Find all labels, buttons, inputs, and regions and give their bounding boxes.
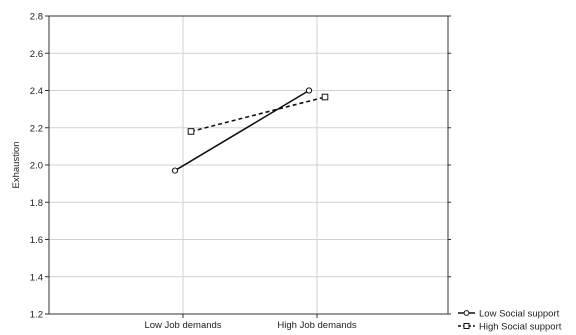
x-tick-label: Low Job demands <box>144 320 221 331</box>
legend-label: Low Social support <box>479 309 560 320</box>
y-tick-label: 2.0 <box>30 161 43 172</box>
y-tick-label: 1.4 <box>30 272 43 283</box>
y-tick-label: 1.8 <box>30 198 43 209</box>
y-axis-title: Exhaustion <box>11 141 22 188</box>
data-point-marker <box>305 87 313 94</box>
y-tick-label: 2.8 <box>30 12 43 23</box>
y-tick-label: 1.2 <box>30 310 43 321</box>
series-line-high-social-support <box>190 96 326 133</box>
y-tick-label: 2.4 <box>30 86 43 97</box>
legend-label: High Social support <box>479 322 562 333</box>
legend: Low Social support High Social support <box>458 309 562 333</box>
legend-marker <box>463 310 470 316</box>
data-point-marker <box>187 128 195 135</box>
y-tick-label: 1.6 <box>30 235 43 246</box>
x-axis-ticks: Low Job demands High Job demands <box>144 314 357 331</box>
y-tick-label: 2.6 <box>30 49 43 60</box>
y-tick-label: 2.2 <box>30 123 43 134</box>
grid-lines <box>49 16 448 314</box>
data-point-marker <box>321 93 329 101</box>
series-line-low-social-support <box>174 89 310 172</box>
data-point-marker <box>171 167 179 174</box>
series-layer <box>171 87 329 174</box>
y-axis-ticks: 1.2 1.4 1.6 1.8 2.0 2.2 2.4 2.6 2.8 <box>30 12 451 321</box>
x-tick-label: High Job demands <box>277 320 356 331</box>
legend-marker <box>463 323 470 329</box>
